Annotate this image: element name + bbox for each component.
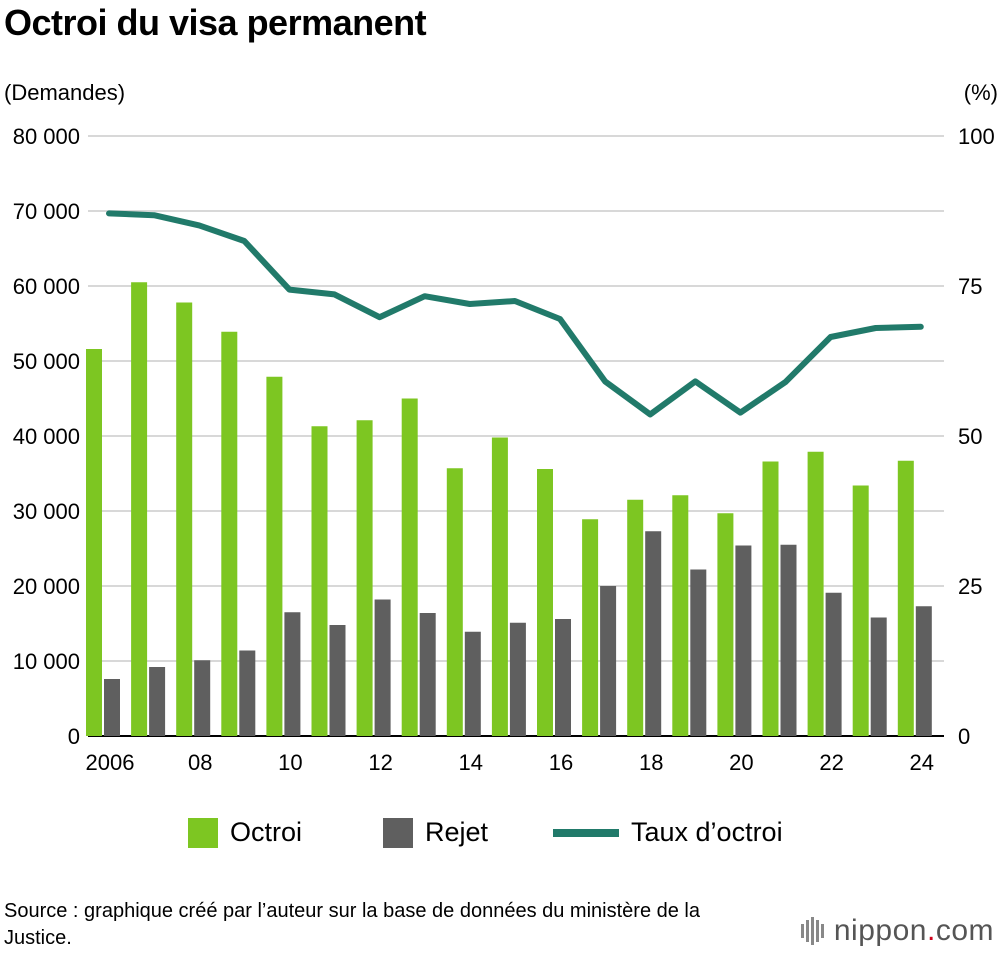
bar-octroi (221, 331, 238, 736)
bar-octroi (131, 282, 148, 736)
x-tick-label: 18 (639, 750, 663, 775)
x-tick-label: 2006 (86, 750, 135, 775)
right-y-tick-label: 0 (958, 724, 970, 749)
left-y-tick-label: 40 000 (13, 424, 80, 449)
bar-rejet (329, 625, 346, 736)
x-tick-label: 16 (549, 750, 573, 775)
bar-rejet (825, 592, 842, 736)
x-tick-label: 14 (459, 750, 483, 775)
legend-octroi: Octroi (188, 817, 302, 848)
bar-octroi (401, 398, 418, 736)
legend-taux: Taux d’octroi (553, 817, 783, 848)
left-y-tick-label: 70 000 (13, 199, 80, 224)
bar-octroi (491, 437, 508, 736)
source-note: Source : graphique créé par l’auteur sur… (4, 900, 700, 949)
bar-rejet (690, 569, 707, 736)
logo-mark-icon (800, 917, 826, 945)
bar-rejet (600, 586, 617, 736)
bar-octroi (762, 461, 779, 736)
logo-dot: . (926, 914, 936, 947)
left-y-tick-label: 60 000 (13, 274, 80, 299)
bar-octroi (717, 513, 734, 736)
logo-suffix: com (935, 914, 994, 947)
bar-rejet (735, 545, 752, 736)
left-y-tick-labels: 0 10 000 20 000 30 000 40 000 50 000 60 000 70 … (13, 124, 80, 749)
bar-octroi (266, 376, 283, 736)
bar-octroi (537, 469, 553, 736)
bar-octroi (672, 495, 689, 736)
bar-octroi (356, 420, 373, 736)
x-tick-label: 08 (188, 750, 212, 775)
bar-octroi (627, 499, 644, 736)
legend-octroi-label: Octroi (230, 817, 303, 847)
bar-rejet (374, 599, 391, 736)
legend-rejet-label: Rejet (425, 817, 489, 847)
line-taux-octroi (106, 210, 924, 418)
left-y-tick-label: 50 000 (13, 349, 80, 374)
bar-rejet (645, 531, 662, 736)
bar-octroi (446, 468, 463, 736)
legend-taux-label: Taux d’octroi (631, 817, 783, 847)
x-tick-label: 22 (819, 750, 843, 775)
bar-octroi (311, 426, 328, 736)
chart-title: Octroi du visa permanent (4, 2, 427, 43)
x-tick-label: 24 (910, 750, 934, 775)
chart-plot: 0 10 000 20 000 30 000 40 000 50 000 60 000 70 … (13, 124, 995, 775)
logo-text: nippon (833, 914, 927, 947)
legend-octroi-swatch (188, 817, 218, 848)
right-axis-unit: (%) (963, 80, 998, 105)
bar-octroi (86, 349, 102, 736)
bar-rejet (870, 617, 887, 736)
left-y-tick-label: 0 (68, 724, 80, 749)
left-y-tick-label: 30 000 (13, 499, 80, 524)
bar-rejet (419, 613, 436, 736)
legend-rejet: Rejet (383, 817, 488, 848)
left-y-tick-label: 20 000 (13, 574, 80, 599)
right-y-tick-label: 25 (958, 574, 982, 599)
bar-rejet (509, 622, 526, 736)
bar-rejet (555, 619, 571, 736)
x-tick-label: 10 (278, 750, 302, 775)
left-axis-unit: (Demandes) (4, 80, 126, 105)
bar-octroi (852, 485, 869, 736)
right-y-tick-label: 100 (958, 124, 995, 149)
bar-rejet (780, 544, 797, 736)
left-y-tick-label: 80 000 (13, 124, 80, 149)
bar-rejet (464, 631, 481, 736)
left-y-tick-label: 10 000 (13, 649, 80, 674)
bar-rejet (239, 650, 256, 736)
legend-taux-swatch (553, 828, 619, 837)
bar-rejet (149, 667, 166, 736)
rate-line-layer (106, 210, 924, 418)
right-y-tick-label: 50 (958, 424, 982, 449)
right-y-tick-labels: 0 25 50 75 100 (958, 124, 995, 749)
legend: Octroi Rejet Taux d’octroi (0, 813, 1000, 857)
bar-rejet (194, 660, 211, 736)
bar-octroi (176, 302, 193, 736)
x-tick-labels: 2006 08 10 12 14 16 18 20 22 24 (86, 750, 935, 775)
bar-octroi (897, 460, 914, 736)
bar-rejet (104, 679, 120, 736)
right-y-tick-label: 75 (958, 274, 982, 299)
x-tick-label: 20 (729, 750, 753, 775)
x-tick-label: 12 (368, 750, 392, 775)
nippon-logo: nippon. com (800, 914, 994, 948)
bars (86, 282, 932, 736)
legend-rejet-swatch (383, 817, 413, 848)
bar-octroi (807, 451, 824, 736)
bar-octroi (582, 519, 599, 736)
bar-rejet (915, 606, 932, 736)
bar-rejet (284, 612, 301, 736)
